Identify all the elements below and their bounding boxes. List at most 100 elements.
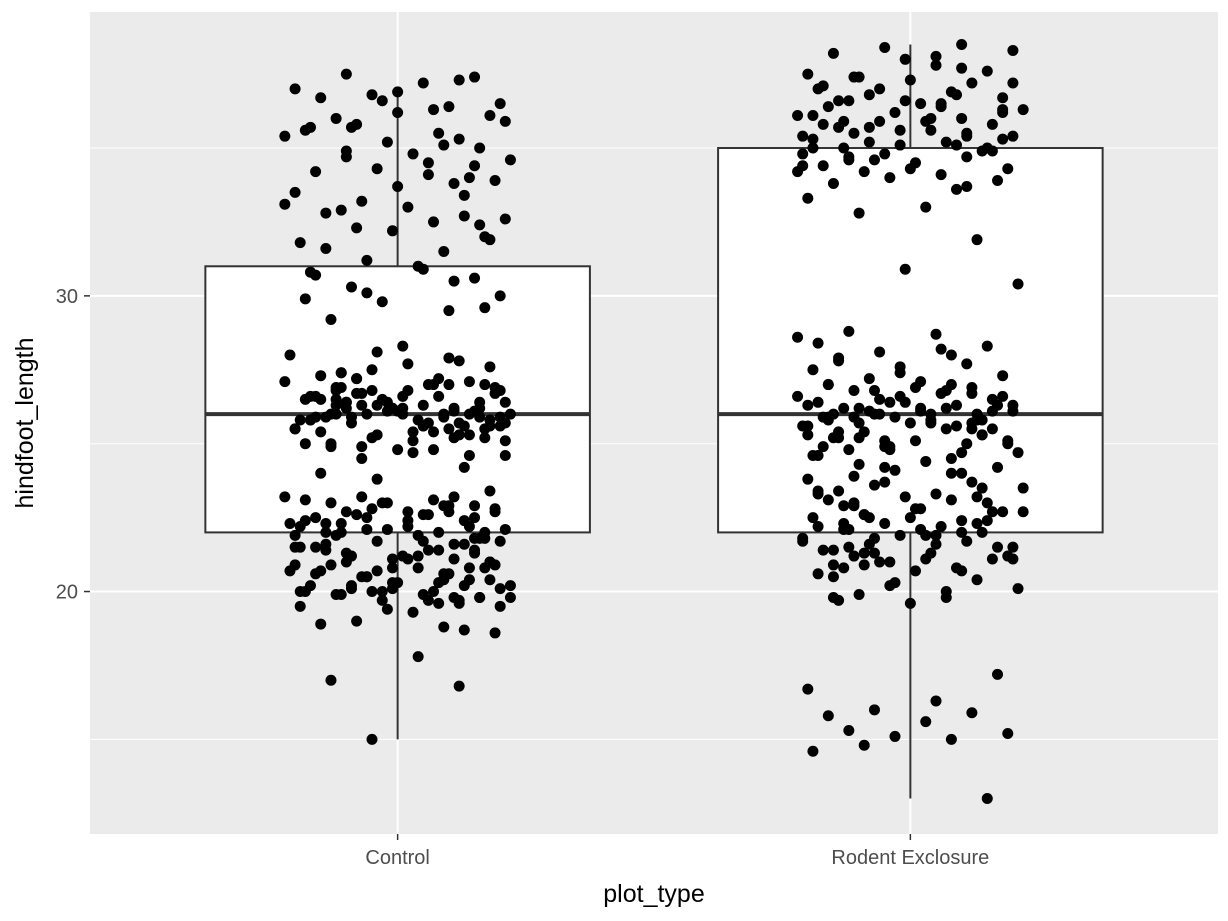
data-point	[387, 553, 399, 565]
data-point	[315, 393, 327, 405]
data-point	[387, 583, 399, 595]
data-point	[417, 420, 429, 432]
data-point	[822, 494, 834, 506]
data-point	[453, 355, 465, 367]
data-point	[1007, 130, 1019, 142]
data-point	[433, 544, 445, 556]
data-point	[889, 730, 901, 742]
data-point	[494, 535, 506, 547]
data-point	[469, 512, 481, 524]
data-point	[1007, 541, 1019, 553]
data-point	[371, 535, 383, 547]
data-point	[469, 500, 481, 512]
data-point	[381, 405, 393, 417]
data-point	[433, 127, 445, 139]
data-point	[997, 370, 1009, 382]
data-point	[387, 562, 399, 574]
data-point	[484, 234, 496, 246]
data-point	[310, 269, 322, 281]
data-point	[335, 204, 347, 216]
data-point	[376, 594, 388, 606]
data-point	[392, 180, 404, 192]
data-point	[320, 518, 332, 530]
data-point	[797, 148, 809, 160]
data-point	[966, 707, 978, 719]
data-point	[310, 166, 322, 178]
data-point	[463, 450, 475, 462]
data-point	[986, 423, 998, 435]
data-point	[802, 429, 814, 441]
data-point	[858, 547, 870, 559]
data-point	[915, 405, 927, 417]
data-point	[361, 571, 373, 583]
data-point	[992, 668, 1004, 680]
data-point	[504, 408, 516, 420]
data-point	[340, 396, 352, 408]
data-point	[868, 479, 880, 491]
data-point	[433, 390, 445, 402]
data-point	[479, 379, 491, 391]
data-point	[874, 83, 886, 95]
data-point	[940, 402, 952, 414]
data-point	[797, 130, 809, 142]
data-point	[802, 399, 814, 411]
data-point	[299, 494, 311, 506]
data-point	[499, 396, 511, 408]
data-point	[925, 414, 937, 426]
data-point	[858, 739, 870, 751]
data-point	[843, 325, 855, 337]
data-point	[402, 553, 414, 565]
data-point	[489, 175, 501, 187]
data-point	[951, 183, 963, 195]
data-point	[438, 246, 450, 258]
data-point	[499, 115, 511, 127]
data-point	[417, 263, 429, 275]
data-point	[330, 112, 342, 124]
data-point	[371, 346, 383, 358]
data-point	[376, 95, 388, 107]
data-point	[904, 417, 916, 429]
data-point	[868, 532, 880, 544]
data-point	[802, 473, 814, 485]
data-point	[827, 559, 839, 571]
data-point	[1017, 104, 1029, 116]
data-point	[397, 340, 409, 352]
data-point	[833, 95, 845, 107]
data-point	[428, 444, 440, 456]
data-point	[345, 411, 357, 423]
data-point	[448, 432, 460, 444]
data-point	[940, 136, 952, 148]
data-point	[899, 53, 911, 65]
data-point	[504, 591, 516, 603]
data-point	[863, 89, 875, 101]
data-point	[971, 408, 983, 420]
data-point	[340, 556, 352, 568]
data-point	[807, 133, 819, 145]
data-point	[951, 89, 963, 101]
data-point	[428, 586, 440, 598]
data-point	[433, 577, 445, 589]
data-point	[838, 518, 850, 530]
data-point	[356, 195, 368, 207]
data-point	[433, 373, 445, 385]
data-point	[463, 429, 475, 441]
data-point	[448, 538, 460, 550]
data-point	[458, 624, 470, 636]
data-point	[469, 272, 481, 284]
data-point	[833, 485, 845, 497]
data-point	[945, 379, 957, 391]
data-point	[822, 101, 834, 113]
data-point	[381, 136, 393, 148]
y-tick-label: 20	[56, 582, 78, 604]
data-point	[351, 373, 363, 385]
data-point	[448, 402, 460, 414]
data-point	[930, 529, 942, 541]
data-point	[981, 497, 993, 509]
data-point	[899, 491, 911, 503]
data-point	[340, 151, 352, 163]
data-point	[848, 470, 860, 482]
data-point	[827, 544, 839, 556]
data-point	[310, 541, 322, 553]
data-point	[899, 95, 911, 107]
data-point	[807, 142, 819, 154]
